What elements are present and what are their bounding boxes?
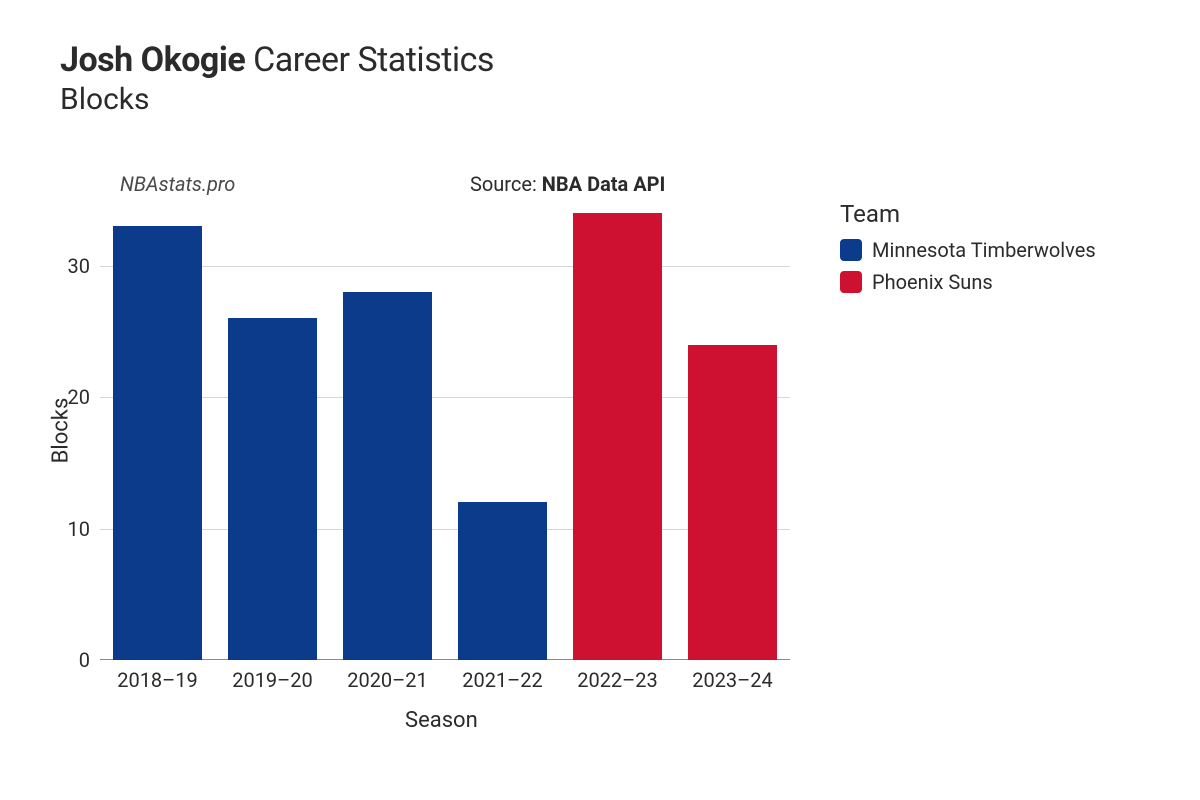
- x-tick-label: 2022–23: [577, 660, 658, 692]
- gridline: [100, 266, 790, 267]
- legend-item: Minnesota Timberwolves: [840, 238, 1096, 262]
- chart-title-block: Josh Okogie Career Statistics Blocks: [60, 40, 494, 117]
- x-tick-label: 2020–21: [347, 660, 428, 692]
- title-player-name: Josh Okogie: [60, 40, 245, 80]
- y-tick-label: 30: [68, 254, 100, 278]
- legend-swatch: [840, 271, 862, 293]
- legend-item: Phoenix Suns: [840, 270, 1096, 294]
- source-label: Source:: [470, 172, 542, 196]
- chart-title: Josh Okogie Career Statistics: [60, 40, 494, 80]
- title-suffix: Career Statistics: [245, 40, 494, 80]
- x-tick-label: 2021–22: [462, 660, 543, 692]
- x-tick-label: 2019–20: [232, 660, 313, 692]
- bar: [228, 318, 318, 660]
- watermark-text: NBAstats.pro: [120, 172, 235, 196]
- legend-swatch: [840, 239, 862, 261]
- gridline: [100, 529, 790, 530]
- x-axis-baseline: [100, 659, 790, 660]
- source-credit: Source: NBA Data API: [470, 172, 665, 196]
- y-axis-title: Blocks: [48, 398, 73, 464]
- bar: [573, 213, 663, 660]
- chart-subtitle: Blocks: [60, 82, 494, 117]
- legend-label: Phoenix Suns: [872, 270, 993, 294]
- bar: [458, 502, 548, 660]
- legend-label: Minnesota Timberwolves: [872, 238, 1096, 262]
- gridline: [100, 397, 790, 398]
- bar: [343, 292, 433, 660]
- source-name: NBA Data API: [542, 172, 666, 196]
- bar: [688, 345, 778, 660]
- x-tick-label: 2018–19: [117, 660, 198, 692]
- x-axis-title: Season: [405, 708, 478, 733]
- bar: [113, 226, 203, 660]
- legend: Team Minnesota Timberwolves Phoenix Suns: [840, 200, 1096, 302]
- legend-title: Team: [840, 200, 1096, 228]
- y-tick-label: 0: [79, 648, 100, 672]
- chart-container: Josh Okogie Career Statistics Blocks NBA…: [0, 0, 1200, 800]
- y-tick-label: 10: [68, 517, 100, 541]
- plot-area: 01020302018–192019–202020–212021–222022–…: [100, 200, 790, 660]
- x-tick-label: 2023–24: [692, 660, 773, 692]
